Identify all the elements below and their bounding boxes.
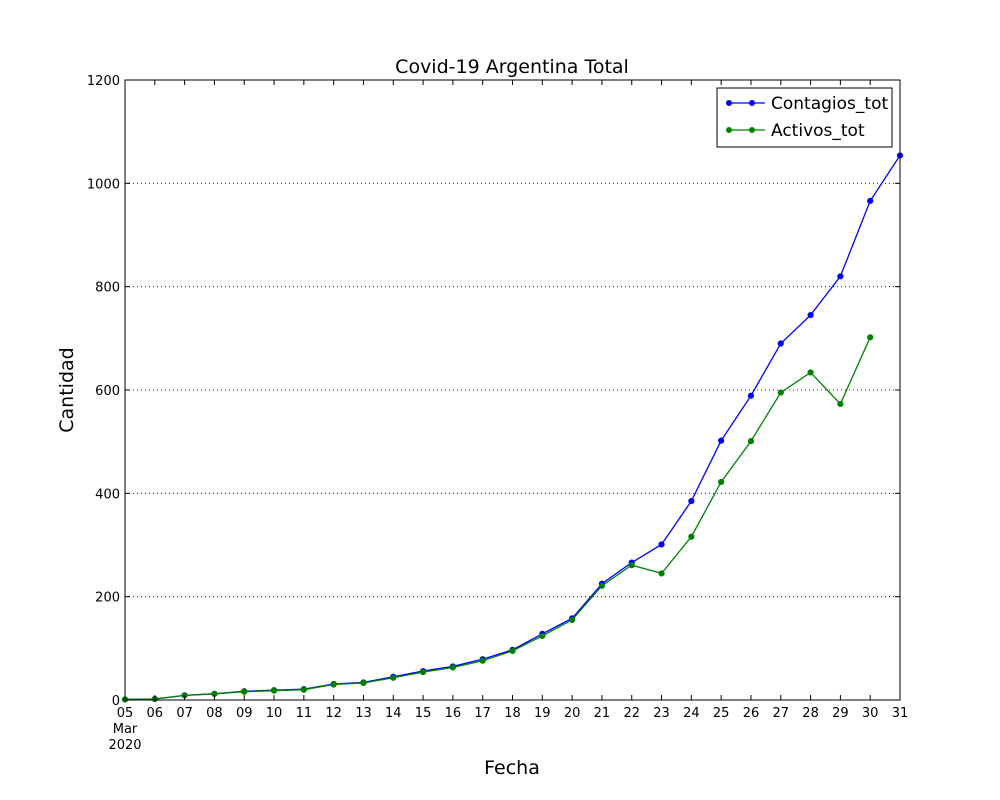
data-point-activos-tot: [300, 686, 307, 693]
y-tick-label: 800: [95, 281, 120, 296]
data-point-activos-tot: [419, 669, 427, 676]
x-tick-label: 17: [474, 706, 491, 721]
y-axis-title: Cantidad: [56, 347, 78, 432]
data-point-activos-tot: [807, 369, 814, 376]
data-point-contagios-tot: [807, 311, 814, 319]
data-point-activos-tot: [747, 438, 755, 445]
x-tick-label: 27: [772, 706, 789, 721]
x-tick-label: 16: [445, 706, 462, 721]
legend-label-activos: Activos_tot: [771, 121, 865, 141]
data-point-activos-tot: [569, 616, 576, 624]
x-tick-label: 19: [534, 706, 551, 721]
x-tick-label: 18: [504, 706, 521, 721]
data-point-contagios-tot: [658, 541, 665, 548]
data-point-contagios-tot: [747, 392, 755, 399]
x-tick-label: 30: [862, 706, 879, 721]
x-tick-label: 13: [355, 706, 372, 721]
y-tick-label: 1200: [87, 74, 120, 89]
x-tick-label: 26: [743, 706, 760, 721]
x-tick-label: 28: [802, 706, 819, 721]
chart-title: Covid-19 Argentina Total: [395, 56, 629, 78]
data-point-activos-tot: [270, 687, 278, 694]
x-tick-label: 29: [832, 706, 849, 721]
data-point-contagios-tot: [718, 437, 725, 444]
y-tick-label: 200: [95, 591, 120, 606]
x-tick-label: 07: [176, 706, 193, 721]
data-point-activos-tot: [598, 582, 606, 589]
x-tick-label: 11: [296, 706, 313, 721]
data-point-contagios-tot: [688, 497, 695, 505]
x-tick-label: 12: [325, 706, 342, 721]
x-tick-label: 06: [147, 706, 164, 721]
data-point-activos-tot: [241, 688, 248, 695]
data-point-activos-tot: [509, 647, 516, 655]
x-tick-label: 31: [892, 706, 909, 721]
legend: Contagios_tot Activos_tot: [716, 87, 893, 148]
x-tick-label: 22: [623, 706, 640, 721]
y-tick-label: 0: [112, 694, 120, 709]
legend-label-contagios: Contagios_tot: [771, 94, 888, 114]
x-tick-label: 08: [206, 706, 223, 721]
series-activos-tot: [121, 334, 874, 703]
legend-box: [716, 87, 893, 148]
data-point-contagios-tot: [867, 197, 874, 204]
x-tick-year-label: 2020: [108, 738, 141, 753]
data-point-activos-tot: [360, 679, 367, 687]
x-axis-title: Fecha: [484, 757, 540, 779]
x-tick-label: 09: [236, 706, 253, 721]
data-point-activos-tot: [539, 632, 546, 640]
data-point-activos-tot: [449, 664, 456, 671]
legend-marker-activos: [726, 127, 732, 133]
data-point-contagios-tot: [777, 340, 784, 347]
x-tick-label: 21: [594, 706, 611, 721]
x-tick-label: 23: [653, 706, 670, 721]
data-point-activos-tot: [777, 389, 784, 396]
x-tick-month-label: Mar: [113, 722, 138, 737]
legend-marker-activos: [749, 127, 755, 133]
data-point-activos-tot: [658, 570, 665, 577]
y-axis-ticks: 0 200 400 600 800 1000 1200: [87, 74, 900, 709]
data-point-activos-tot: [330, 681, 337, 688]
y-tick-label: 1000: [87, 177, 120, 192]
x-tick-label: 10: [266, 706, 283, 721]
data-point-activos-tot: [837, 400, 844, 408]
x-axis-ticks: 05 06 07 08 09 10 11 12 13 14 15 16 17 18 19 20 21 22 23 24…: [117, 80, 909, 721]
data-point-activos-tot: [479, 657, 486, 664]
x-tick-label: 20: [564, 706, 581, 721]
data-point-contagios-tot: [837, 273, 844, 280]
series-line-activos-tot: [124, 337, 871, 701]
data-point-activos-tot: [688, 533, 695, 540]
series-layer: [121, 152, 904, 703]
y-tick-label: 600: [95, 384, 120, 399]
x-tick-label: 14: [385, 706, 402, 721]
data-point-activos-tot: [867, 334, 874, 341]
data-point-activos-tot: [628, 562, 635, 569]
x-tick-label: 15: [415, 706, 432, 721]
data-point-activos-tot: [390, 674, 397, 681]
x-tick-label: 24: [683, 706, 700, 721]
x-tick-label: 05: [117, 706, 134, 721]
x-tick-label: 25: [713, 706, 730, 721]
legend-marker-contagios: [749, 100, 755, 106]
legend-marker-contagios: [726, 100, 732, 106]
data-point-activos-tot: [718, 478, 725, 486]
y-tick-label: 400: [95, 487, 120, 502]
